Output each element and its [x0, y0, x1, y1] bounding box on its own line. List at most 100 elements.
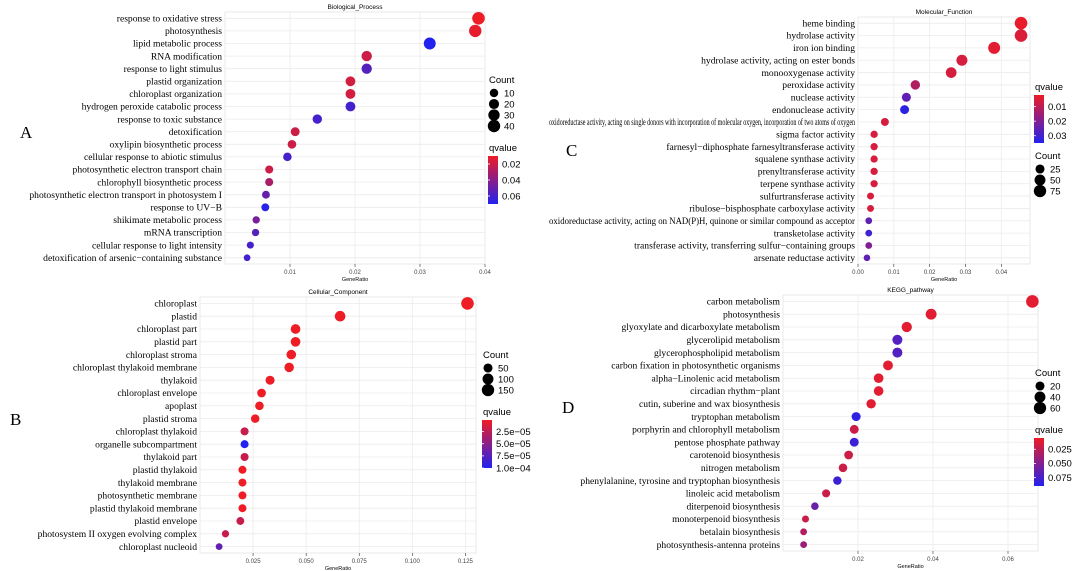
category-label: carotenoid biosynthesis: [690, 450, 781, 461]
data-point: [265, 165, 274, 174]
size-legend-title: Count: [483, 350, 509, 361]
data-point: [312, 114, 322, 124]
panel-label: D: [562, 398, 574, 417]
data-point: [901, 92, 911, 102]
category-label: chloroplast part: [137, 324, 197, 335]
panel-label: C: [566, 141, 577, 160]
size-legend-circle: [489, 88, 499, 98]
x-axis-label: GeneRatio: [342, 277, 368, 283]
category-label: iron ion binding: [793, 43, 855, 54]
size-legend-label: 40: [504, 122, 515, 133]
category-label: carbon fixation in photosynthetic organi…: [611, 361, 780, 372]
x-tick-label: 0.00: [852, 270, 864, 276]
data-point: [246, 241, 254, 249]
size-legend-circle: [1035, 164, 1045, 174]
data-point: [240, 440, 249, 449]
x-tick-label: 0.03: [414, 270, 426, 276]
data-point: [844, 450, 854, 460]
x-tick-label: 0.125: [458, 559, 474, 565]
category-label: transferase activity, transferring sulfu…: [634, 241, 855, 252]
data-point: [800, 528, 808, 536]
data-point: [900, 105, 910, 115]
data-point: [851, 412, 861, 422]
category-label: chloroplast thylakoid: [116, 427, 197, 438]
chart-title: Molecular_Function: [916, 9, 973, 16]
color-bar: [1034, 95, 1044, 143]
data-point: [261, 203, 270, 212]
data-point: [243, 254, 251, 262]
x-tick-label: 0.02: [924, 270, 936, 276]
category-label: phenylalanine, tyrosine and tryptophan b…: [580, 476, 780, 487]
color-legend-title: qvalue: [483, 407, 511, 418]
category-label: lipid metabolic process: [133, 39, 222, 50]
size-legend-circle: [1033, 401, 1047, 415]
category-label: nitrogen metabolism: [701, 463, 781, 474]
size-legend-label: 20: [504, 100, 515, 111]
category-label: sulfurtransferase activity: [760, 191, 855, 202]
data-point: [801, 515, 810, 523]
data-point: [873, 373, 884, 384]
size-legend-label: 25: [1050, 165, 1061, 176]
data-point: [238, 491, 247, 500]
data-point: [287, 139, 297, 149]
category-label: chloroplast envelope: [117, 388, 197, 399]
category-label: transketolase activity: [774, 228, 855, 239]
category-label: porphyrin and chlorophyll metabolism: [632, 425, 780, 436]
data-point: [257, 388, 266, 398]
category-label: nuclease activity: [791, 92, 855, 103]
category-label: circadian rhythm−plant: [690, 386, 780, 397]
size-legend-title: Count: [489, 75, 515, 86]
size-legend-title: Count: [1035, 151, 1061, 162]
data-point: [956, 54, 968, 66]
category-label: response to light stimulus: [124, 64, 223, 75]
category-label: detoxification: [169, 127, 222, 138]
x-tick-label: 0.01: [284, 270, 296, 276]
data-point: [870, 167, 878, 176]
size-legend-circle: [1034, 391, 1046, 403]
category-label: response to oxidative stress: [117, 14, 223, 25]
category-label: response to UV−B: [151, 203, 223, 214]
category-label: RNA modification: [151, 51, 222, 62]
x-axis-label: GeneRatio: [897, 564, 923, 570]
category-label: sigma factor activity: [776, 130, 855, 141]
data-point: [238, 478, 247, 487]
size-legend-label: 50: [1050, 176, 1061, 187]
color-legend-label: 0.02: [1048, 116, 1067, 127]
data-point: [892, 347, 903, 358]
data-point: [251, 228, 260, 237]
color-bar: [1034, 438, 1044, 486]
plot-area: [199, 296, 477, 554]
data-point: [284, 362, 294, 373]
category-label: plastid organization: [146, 77, 222, 88]
x-axis-label: GeneRatio: [931, 277, 957, 283]
data-point: [255, 401, 264, 411]
data-point: [800, 541, 808, 549]
size-legend-circle: [487, 119, 501, 133]
data-point: [870, 143, 878, 151]
color-legend-label: 0.06: [502, 191, 521, 202]
category-label: photosynthesis-antenna proteins: [657, 540, 781, 551]
category-label: hydrogen peroxide catabolic process: [82, 102, 223, 113]
x-tick-label: 0.03: [960, 270, 972, 276]
data-point: [265, 375, 275, 385]
data-point: [870, 155, 878, 163]
category-label: plastid stroma: [143, 414, 198, 425]
x-tick-label: 0.050: [299, 559, 315, 565]
category-label: apoplast: [165, 401, 197, 412]
category-label: farnesyl−diphosphate farnesyltransferase…: [666, 142, 855, 153]
size-legend-label: 10: [504, 89, 515, 100]
size-legend-circle: [1035, 381, 1045, 391]
color-legend-label: 0.02: [502, 159, 521, 170]
category-label: chloroplast nucleoid: [119, 542, 197, 553]
color-legend-label: 0.025: [1048, 445, 1072, 456]
data-point: [461, 297, 474, 310]
color-legend-label: 7.5e−05: [496, 451, 531, 462]
category-label: chlorophyll biosynthetic process: [97, 177, 222, 188]
data-point: [873, 386, 884, 396]
x-tick-label: 0.100: [405, 559, 421, 565]
data-point: [290, 324, 301, 334]
color-legend-label: 0.03: [1048, 131, 1067, 142]
data-point: [880, 118, 889, 126]
data-point: [221, 530, 230, 538]
